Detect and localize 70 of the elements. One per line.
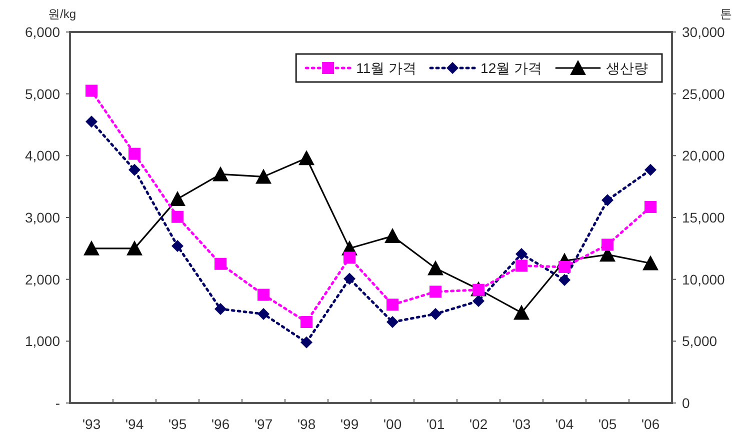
- point: [642, 255, 658, 270]
- y-tick-label: 3,000: [24, 210, 60, 226]
- point: [514, 304, 530, 320]
- y-axis-title: 원/kg: [48, 7, 76, 21]
- point: [644, 200, 656, 213]
- point: [558, 260, 570, 273]
- point: [214, 303, 226, 316]
- y2-tick-label: 25,000: [682, 86, 726, 102]
- point: [386, 298, 398, 311]
- point: [256, 168, 272, 184]
- x-tick-label: '02: [469, 416, 488, 432]
- point: [170, 190, 186, 206]
- point: [430, 308, 442, 320]
- point: [84, 240, 100, 256]
- y2-tick-label: 5,000: [682, 333, 718, 350]
- point: [300, 316, 312, 328]
- x-tick-label: '96: [211, 416, 230, 432]
- point: [558, 274, 570, 286]
- x-tick-label: '04: [555, 416, 574, 432]
- point: [258, 288, 270, 301]
- point: [172, 210, 184, 223]
- legend-label: 생산량: [606, 60, 648, 76]
- point: [128, 148, 140, 160]
- point: [644, 164, 656, 176]
- x-tick-label: '94: [125, 416, 144, 432]
- point: [430, 286, 442, 298]
- legend-label: 12월 가격: [480, 60, 542, 76]
- point: [300, 336, 312, 348]
- point: [128, 164, 140, 176]
- y2-tick-label: 15,000: [682, 210, 726, 226]
- y2-tick-label: 20,000: [682, 148, 726, 164]
- x-tick-label: '06: [641, 416, 660, 432]
- y-tick-label: -: [55, 395, 60, 411]
- point: [214, 258, 226, 270]
- point: [386, 316, 398, 328]
- point: [172, 240, 184, 252]
- point: [344, 252, 356, 264]
- x-tick-label: '98: [297, 416, 316, 432]
- y2-tick-label: 0: [682, 395, 690, 411]
- y2-axis-title: 톤: [720, 7, 732, 21]
- point: [344, 272, 356, 285]
- y-tick-label: 5,000: [24, 86, 60, 102]
- point: [298, 150, 314, 166]
- point: [516, 248, 528, 260]
- point: [602, 194, 614, 206]
- point: [86, 84, 98, 97]
- y-tick-label: 4,000: [24, 148, 60, 164]
- point: [258, 308, 270, 320]
- x-tick-label: '99: [340, 416, 359, 432]
- x-tick-label: '93: [82, 416, 101, 432]
- point: [516, 260, 528, 272]
- point: [126, 240, 142, 256]
- y-tick-label: 1,000: [24, 333, 60, 350]
- x-tick-label: '05: [598, 416, 617, 432]
- y2-tick-label: 10,000: [682, 271, 726, 288]
- x-tick-label: '97: [254, 416, 273, 432]
- point: [384, 228, 400, 244]
- point: [602, 238, 614, 251]
- legend-label: 11월 가격: [356, 60, 417, 76]
- x-tick-label: '00: [383, 416, 402, 432]
- y2-tick-label: 30,000: [682, 24, 726, 40]
- point: [86, 116, 98, 128]
- point: [472, 294, 484, 307]
- point: [428, 260, 444, 276]
- y-tick-label: 2,000: [24, 271, 60, 288]
- x-tick-label: '95: [168, 416, 187, 432]
- y-tick-label: 6,000: [24, 24, 60, 40]
- point: [212, 166, 228, 182]
- x-tick-label: '01: [426, 416, 445, 432]
- x-tick-label: '03: [512, 416, 531, 432]
